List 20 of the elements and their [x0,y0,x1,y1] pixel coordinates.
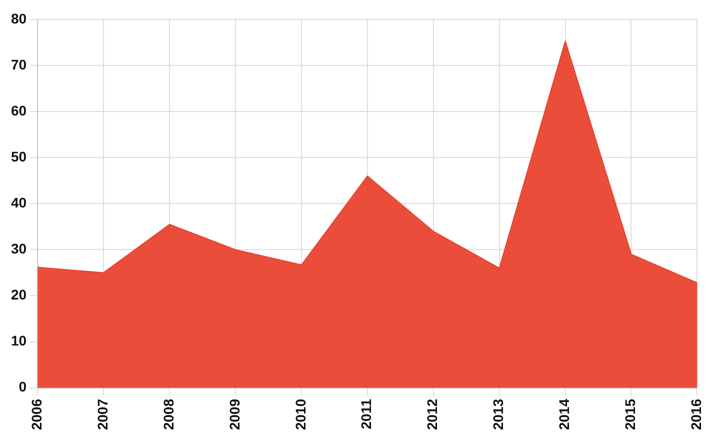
x-tick-label: 2008 [160,398,176,430]
y-tick-label: 10 [10,332,27,349]
x-tick-label: 2010 [292,398,308,430]
x-tick-label: 2009 [226,398,242,430]
x-tick-label: 2013 [490,398,506,430]
x-tick-label: 2012 [424,398,440,430]
y-tick-label: 80 [10,10,27,26]
y-tick-label: 70 [10,56,27,72]
y-tick-label: 30 [10,240,27,257]
y-tick-label: 20 [10,286,27,303]
x-tick-label: 2006 [28,398,44,430]
x-tick-label: 2016 [688,398,704,430]
y-tick-label: 60 [10,102,27,118]
x-tick-label: 2007 [94,398,110,430]
x-tick-label: 2011 [358,398,374,430]
y-tick-label: 50 [10,148,27,164]
x-tick-label: 2015 [622,398,638,430]
y-tick-label: 0 [18,378,27,395]
x-tick-label: 2014 [556,398,572,430]
y-tick-label: 40 [10,194,27,210]
